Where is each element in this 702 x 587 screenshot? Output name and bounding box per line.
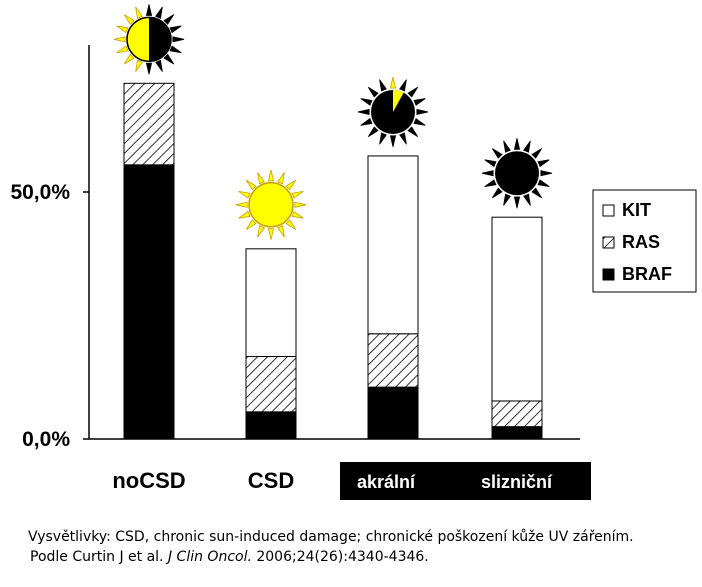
legend-swatch-ras [602, 236, 615, 249]
stacked-bar-chart: 0,0% 50,0% noCSD CSD akrální slizniční KIT RA… [10, 4, 697, 500]
citation-authors: Podle Curtin J et al. [30, 549, 168, 565]
legend-label: BRAF [622, 264, 672, 284]
bar-kit-akralni [367, 155, 419, 335]
y-tick-label: 0,0% [22, 428, 70, 451]
category-label: akrální [357, 472, 416, 492]
bar-braf-csd [245, 411, 297, 440]
category-label-box [464, 462, 591, 500]
bar-braf-nocsd [123, 164, 175, 440]
category-label: noCSD [112, 468, 185, 493]
bar-ras-sliznicni [491, 400, 543, 428]
bar-braf-akralni [367, 386, 419, 440]
legend-swatch-braf [602, 268, 615, 281]
bar-braf-sliznicni [491, 426, 543, 440]
footnote-line-1: Vysvětlivky: CSD, chronic sun-induced da… [28, 529, 634, 545]
legend-label: KIT [622, 200, 651, 220]
category-label: slizniční [481, 472, 553, 492]
bar-ras-akralni [367, 333, 419, 388]
footnote-line-2: Podle Curtin J et al. J Clin Oncol. 2006… [30, 549, 429, 565]
sun-icon [113, 4, 185, 75]
y-tick-label: 50,0% [10, 181, 70, 204]
category-label: CSD [248, 468, 294, 493]
bar-ras-csd [245, 356, 297, 413]
legend: KIT RAS BRAF [592, 189, 697, 293]
bars [123, 82, 543, 440]
citation-details: 2006;24(26):4340-4346. [251, 549, 429, 565]
bar-ras-nocsd [123, 82, 175, 166]
category-label-box [340, 462, 465, 500]
sun-icon [481, 138, 553, 209]
sun-icons [113, 4, 553, 240]
bar-kit-sliznicni [491, 216, 543, 402]
bar-kit-csd [245, 248, 297, 358]
category-labels: noCSD CSD akrální slizniční [112, 462, 591, 500]
legend-label: RAS [622, 232, 660, 252]
sun-icon [357, 76, 429, 148]
sun-icon [235, 169, 307, 240]
citation-journal: J Clin Oncol. [167, 549, 252, 565]
legend-swatch-kit [602, 204, 615, 217]
